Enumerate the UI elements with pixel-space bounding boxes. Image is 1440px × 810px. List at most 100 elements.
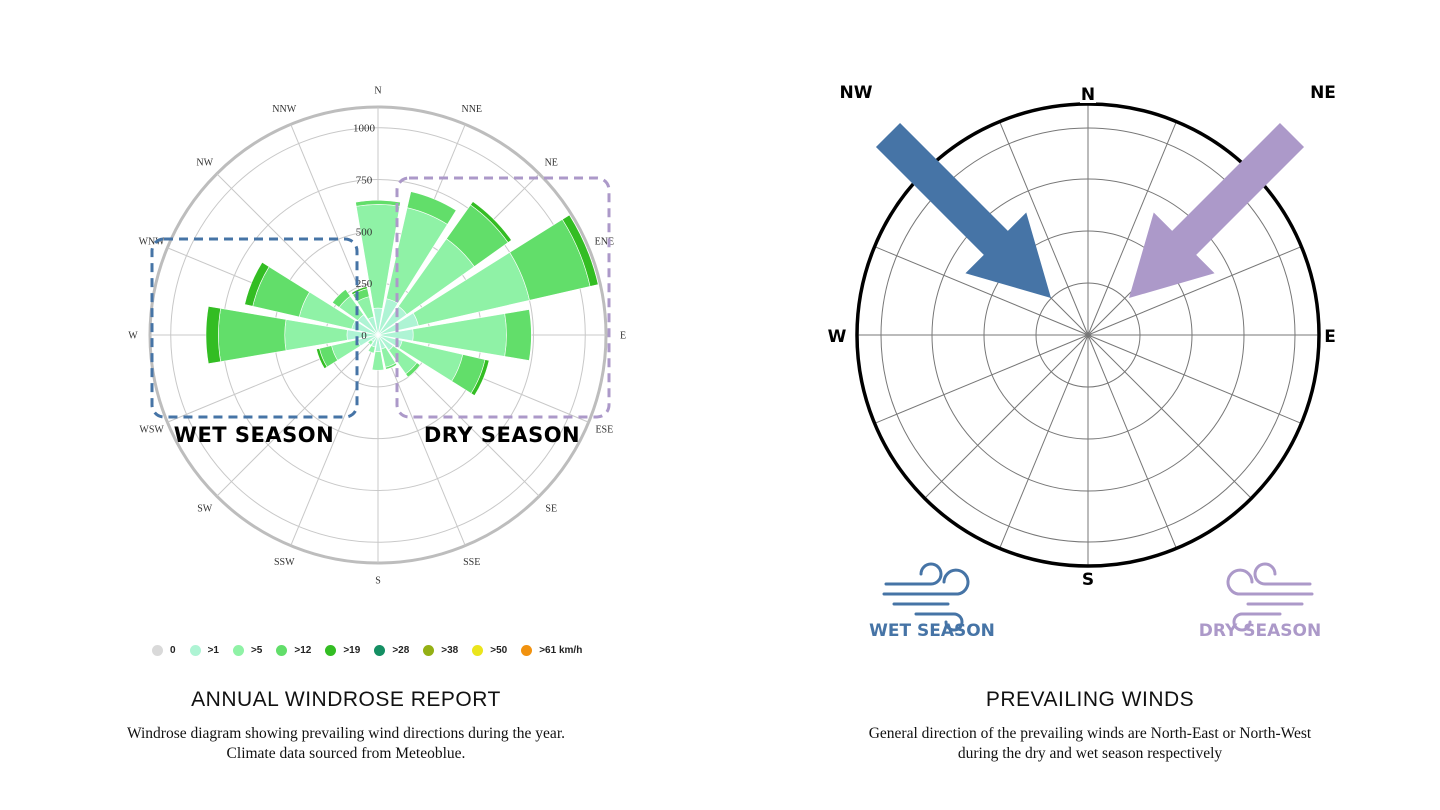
cardinal-label-bg bbox=[829, 328, 845, 345]
legend-swatch bbox=[276, 645, 288, 656]
direction-label: SSE bbox=[463, 557, 480, 568]
windrose-spoke bbox=[377, 334, 466, 546]
legend-label: >5 bbox=[250, 645, 263, 656]
windrose-legend: 0 >1 >5 >12 >19 >28 >38 >50 >61 km/h bbox=[152, 642, 612, 659]
compass-spoke bbox=[874, 246, 1089, 336]
cardinal-label-n: N bbox=[1081, 85, 1095, 105]
windrose-petal-wsw bbox=[316, 348, 328, 370]
dry-season-wind-icon bbox=[1226, 562, 1314, 632]
cardinal-label-bg bbox=[1322, 328, 1338, 345]
legend-swatch bbox=[189, 645, 201, 656]
direction-label: NNW bbox=[272, 104, 296, 115]
windrose-petal-ne bbox=[470, 201, 512, 243]
cardinal-label-bg bbox=[1080, 571, 1096, 588]
legend-label: >38 bbox=[441, 645, 459, 656]
ne-wind-arrow bbox=[1129, 122, 1305, 298]
direction-label: SW bbox=[197, 504, 213, 515]
wind-stroke bbox=[882, 568, 970, 596]
windrose-petal-s bbox=[371, 351, 385, 371]
cardinal-label-e: E bbox=[1324, 327, 1336, 347]
windrose-petal-wnw bbox=[244, 261, 270, 307]
wet-season-label: WET SEASON bbox=[174, 423, 334, 447]
legend-item: >5 bbox=[232, 642, 263, 659]
legend-label: >12 bbox=[294, 645, 312, 656]
direction-label: NE bbox=[545, 157, 558, 168]
legend-label: 0 bbox=[170, 645, 176, 656]
windrose-petal-nw bbox=[331, 288, 351, 308]
windrose-petal-se bbox=[405, 362, 421, 378]
windrose-description: Windrose diagram showing prevailing wind… bbox=[126, 725, 565, 762]
compass-spoke bbox=[874, 334, 1089, 424]
dry-season-card-label: DRY SEASON bbox=[1199, 621, 1321, 640]
left-caption: ANNUAL WINDROSE REPORT Windrose diagram … bbox=[40, 688, 652, 764]
compass-spoke bbox=[924, 334, 1089, 499]
wind-stroke bbox=[884, 562, 943, 586]
direction-label: N bbox=[374, 86, 381, 97]
compass-spoke bbox=[999, 121, 1089, 336]
compass-spoke bbox=[999, 334, 1089, 549]
direction-label: NNE bbox=[461, 104, 482, 115]
windrose-petal-sw bbox=[367, 339, 374, 346]
windrose-petal-nne bbox=[406, 191, 457, 225]
radial-tick-label: 0 bbox=[361, 330, 367, 342]
wind-stroke bbox=[1226, 568, 1314, 596]
legend-item: >19 bbox=[325, 642, 360, 659]
legend-item: 0 bbox=[152, 642, 176, 659]
prevailing-winds-title: PREVAILING WINDS bbox=[985, 688, 1195, 711]
legend-item: >61 km/h bbox=[521, 642, 582, 659]
legend-item: >38 bbox=[423, 642, 458, 659]
wind-stroke bbox=[914, 612, 964, 632]
legend-label: >1 bbox=[207, 645, 219, 656]
legend-label: >28 bbox=[392, 645, 410, 656]
windrose-petal-n bbox=[355, 200, 401, 207]
compass-outer-ring bbox=[855, 102, 1321, 568]
cardinal-label-w: W bbox=[828, 327, 847, 347]
direction-label: E bbox=[620, 331, 626, 342]
legend-item: >12 bbox=[276, 642, 311, 659]
prevailing-winds-description: General direction of the prevailing wind… bbox=[868, 725, 1312, 762]
legend-item: >28 bbox=[374, 642, 409, 659]
cardinal-label-s: S bbox=[1082, 570, 1094, 590]
windrose-petal-ssw bbox=[367, 345, 376, 354]
legend-label: >61 km/h bbox=[539, 645, 583, 656]
legend-swatch bbox=[472, 645, 484, 656]
wind-stroke bbox=[1232, 612, 1282, 632]
wet-season-card-label: WET SEASON bbox=[869, 621, 995, 640]
legend-swatch bbox=[232, 645, 244, 656]
cardinal-label-bg bbox=[1080, 86, 1096, 103]
right-caption: PREVAILING WINDS General direction of th… bbox=[790, 688, 1390, 764]
dry-season-label: DRY SEASON bbox=[424, 423, 580, 447]
radial-tick-label: 1000 bbox=[353, 123, 376, 135]
direction-label: ENE bbox=[595, 237, 614, 248]
windrose-title: ANNUAL WINDROSE REPORT bbox=[191, 688, 501, 711]
windrose-chart: N NNE NE ENE E ESE SE SSE S SSW SW WSW W WNW NW NNW 0 250… bbox=[128, 86, 626, 587]
direction-label: WSW bbox=[139, 424, 164, 435]
direction-label: NW bbox=[196, 157, 213, 168]
compass-spoke bbox=[1087, 334, 1302, 424]
compass-spoke bbox=[1087, 334, 1177, 549]
windrose-petal-w bbox=[205, 305, 221, 365]
direction-label: W bbox=[128, 331, 138, 342]
dry-season-box bbox=[395, 176, 611, 419]
legend-swatch bbox=[423, 645, 435, 656]
direction-label: S bbox=[375, 576, 381, 587]
legend-swatch bbox=[152, 645, 163, 656]
wet-season-wind-icon bbox=[882, 562, 970, 632]
windrose-petal-ene bbox=[561, 214, 599, 287]
wet-season-box bbox=[150, 237, 359, 419]
direction-label: SSW bbox=[274, 557, 295, 568]
windrose-petal-sse bbox=[385, 362, 398, 370]
nw-label: NW bbox=[840, 83, 873, 103]
direction-label: ESE bbox=[595, 424, 613, 435]
windrose-petal-e bbox=[504, 309, 532, 361]
ne-label: NE bbox=[1310, 83, 1336, 103]
nw-wind-arrow bbox=[875, 122, 1051, 298]
legend-label: >50 bbox=[490, 645, 508, 656]
legend-item: >1 bbox=[189, 642, 219, 659]
compass-spoke bbox=[1087, 121, 1177, 336]
legend-swatch bbox=[374, 645, 386, 656]
direction-label: SE bbox=[545, 504, 557, 515]
wind-stroke bbox=[1253, 562, 1312, 586]
windrose-spoke bbox=[290, 334, 379, 546]
